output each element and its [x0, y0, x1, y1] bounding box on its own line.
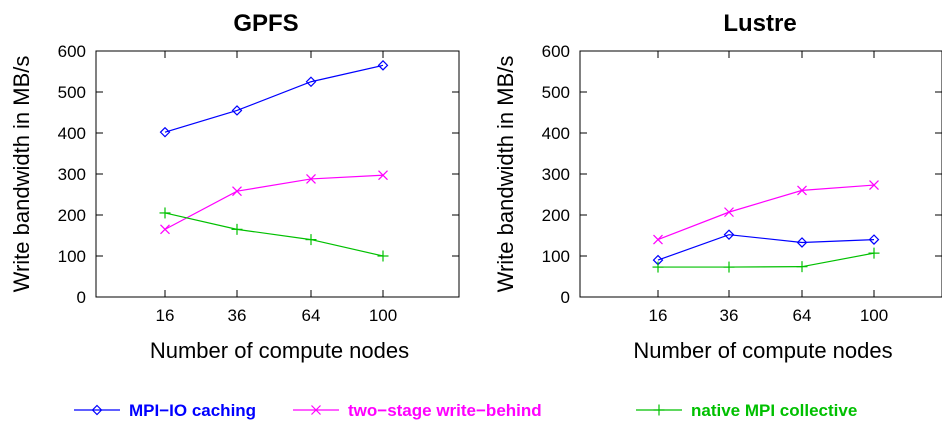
y-tick-label: 400: [58, 124, 86, 143]
y-tick-label: 100: [542, 247, 570, 266]
x-tick-label: 16: [156, 306, 175, 325]
y-tick-label: 0: [561, 288, 570, 307]
data-point: [723, 261, 735, 273]
x-tick-label: 36: [720, 306, 739, 325]
series-line: [657, 234, 875, 261]
plot-frame: [579, 50, 942, 298]
chart-title: GPFS: [233, 10, 298, 37]
x-tick-label: 64: [793, 306, 812, 325]
data-point: [378, 170, 388, 181]
y-tick-label: 400: [542, 124, 570, 143]
data-point: [231, 105, 243, 116]
data-point: [305, 76, 317, 88]
data-point: [868, 247, 880, 259]
data-point: [377, 60, 389, 71]
y-tick-label: 300: [58, 165, 86, 184]
legend-marker: [311, 405, 321, 415]
lustre-series-diamond: [652, 229, 880, 266]
data-point: [869, 180, 879, 190]
series-line: [657, 184, 875, 241]
lustre-chart-panel: Lustre Write bandwidth in MB/s Number of c…: [493, 10, 942, 363]
legend-label: native MPI collective: [691, 401, 857, 420]
data-point: [160, 224, 170, 235]
y-tick-label: 600: [58, 42, 86, 61]
data-point: [377, 250, 389, 262]
data-point: [159, 126, 171, 138]
data-point: [652, 261, 664, 273]
data-point: [306, 173, 316, 184]
y-axis-label: Write bandwidth in MB/s: [493, 56, 518, 293]
x-tick-label: 64: [302, 306, 321, 325]
data-point: [232, 186, 242, 197]
x-tick-label: 16: [649, 306, 668, 325]
x-axis-label: Number of compute nodes: [150, 338, 409, 363]
gpfs-series-cross: [160, 170, 388, 235]
x-tick-label: 100: [860, 306, 888, 325]
legend-label: two−stage write−behind: [348, 401, 542, 420]
gpfs-series-diamond: [159, 60, 389, 138]
series-line: [164, 64, 384, 133]
y-tick-label: 500: [542, 83, 570, 102]
y-tick-label: 300: [542, 165, 570, 184]
x-tick-label: 36: [228, 306, 247, 325]
legend-item: two−stage write−behind: [293, 401, 542, 420]
y-tick-label: 100: [58, 247, 86, 266]
x-axis-label: Number of compute nodes: [633, 338, 892, 363]
legend: MPI−IO caching two−stage write−behind nati…: [74, 401, 857, 420]
data-point: [724, 207, 734, 218]
x-tick-label: 100: [369, 306, 397, 325]
y-tick-label: 0: [77, 288, 86, 307]
data-point: [723, 229, 735, 241]
series-line: [658, 252, 875, 268]
data-point: [159, 207, 171, 219]
legend-marker: [91, 404, 103, 416]
legend-label: MPI−IO caching: [129, 401, 256, 420]
legend-marker: [653, 404, 665, 416]
y-tick-label: 200: [542, 206, 570, 225]
lustre-series-cross: [653, 180, 879, 245]
data-point: [796, 261, 808, 273]
lustre-series-plus: [652, 247, 880, 273]
data-point: [231, 223, 243, 235]
chart-title: Lustre: [723, 10, 796, 37]
plot-frame: [95, 50, 460, 298]
y-tick-label: 200: [58, 206, 86, 225]
series-line: [164, 174, 384, 230]
legend-item: MPI−IO caching: [74, 401, 256, 420]
y-axis-label: Write bandwidth in MB/s: [9, 56, 34, 293]
gpfs-chart-panel: GPFS Write bandwidth in MB/s Number of com…: [9, 10, 460, 363]
data-point: [653, 234, 663, 245]
data-point: [797, 185, 807, 196]
gpfs-series-plus: [159, 207, 389, 262]
data-point: [305, 234, 317, 246]
y-tick-label: 500: [58, 83, 86, 102]
data-point: [868, 234, 880, 245]
data-point: [796, 237, 808, 248]
series-line: [164, 212, 384, 257]
legend-item: native MPI collective: [636, 401, 857, 420]
y-tick-label: 600: [542, 42, 570, 61]
